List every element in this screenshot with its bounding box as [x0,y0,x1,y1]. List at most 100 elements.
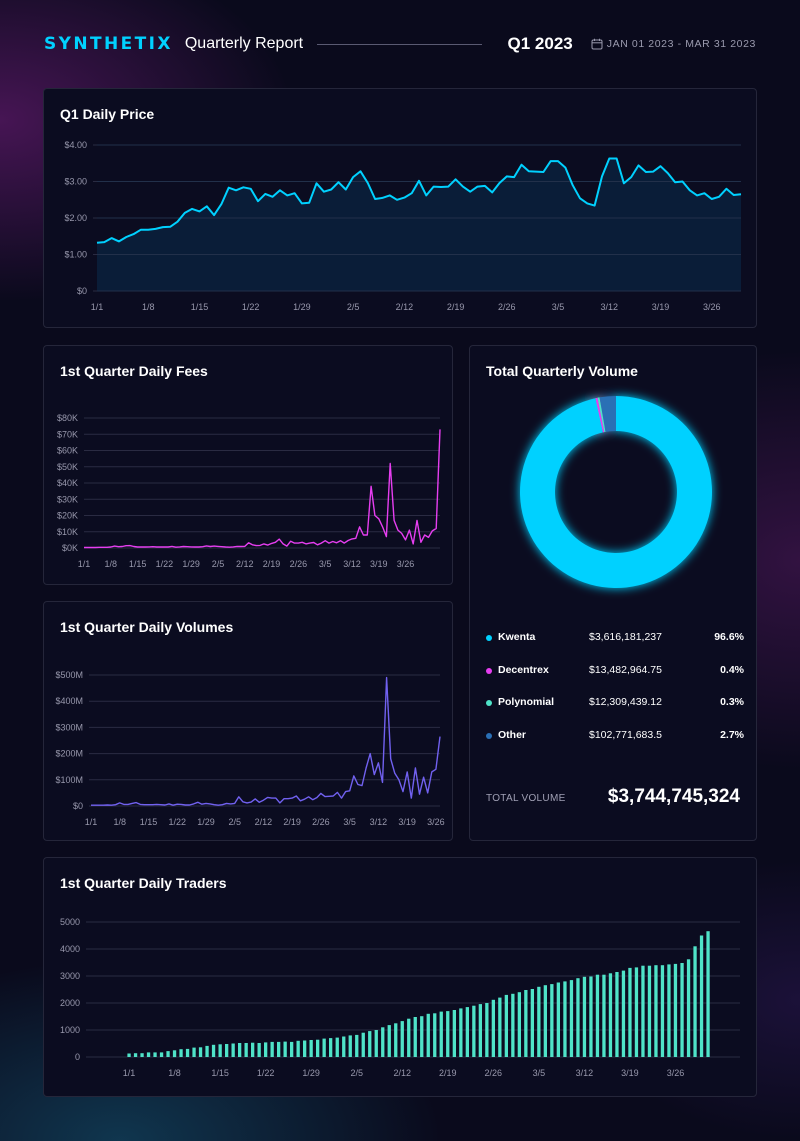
y-tick-label: $300M [55,722,83,732]
volumes-card: 1st Quarter Daily Volumes $0 $100M $200M $3… [43,601,453,841]
traders-bar [706,931,710,1057]
traders-bar [127,1053,131,1057]
x-tick-label: 1/8 [142,302,155,312]
kwenta-dot-icon [486,635,492,641]
x-tick-label: 1/15 [140,817,158,827]
x-tick-label: 2/5 [347,302,360,312]
traders-bar [634,967,639,1057]
x-tick-label: 3/12 [343,559,361,569]
traders-bar [641,965,645,1057]
price-chart-title: Q1 Daily Price [60,106,155,122]
y-tick-label: $400M [55,696,83,706]
traders-bar [485,1003,489,1057]
y-tick-label: $70K [57,429,78,439]
date-range-text: JAN 01 2023 - MAR 31 2023 [606,38,756,50]
y-tick-label: $40K [57,478,78,488]
legend-amount: $13,482,964.75 [589,664,662,676]
traders-bar [270,1041,274,1057]
decentrex-dot-icon [486,668,492,674]
legend-percent: 0.3% [720,696,744,708]
x-tick-label: 2/19 [283,817,301,827]
quarter-label: Q1 2023 [507,34,573,53]
x-tick-label: 2/5 [228,817,241,827]
traders-bar [355,1034,359,1057]
traders-bar [504,994,508,1057]
y-tick-label: $0 [77,286,87,296]
traders-bar [303,1040,307,1057]
y-tick-label: $0K [62,543,78,553]
x-tick-label: 1/15 [129,559,147,569]
traders-bar [446,1011,450,1057]
x-tick-label: 2/5 [212,559,225,569]
traders-bar [686,959,691,1057]
calendar-icon [591,38,603,50]
y-tick-label: 2000 [60,998,80,1008]
traders-bar [238,1043,242,1057]
y-tick-label: 0 [75,1052,80,1062]
total-volume-label: TOTAL VOLUME [486,793,566,804]
volumes-chart: $0 $100M $200M $300M $400M $500M 1/1 1/8 1/15 1/2… [55,670,444,827]
x-tick-label: 2/19 [447,302,465,312]
legend-percent: 2.7% [720,729,744,741]
x-tick-label: 1/8 [168,1068,181,1078]
traders-bar [407,1018,411,1057]
traders-bar [225,1044,229,1057]
x-tick-label: 3/12 [576,1068,594,1078]
traders-bar [550,984,554,1057]
x-tick-label: 3/5 [343,817,356,827]
y-tick-label: $500M [55,670,83,680]
traders-bar [556,982,560,1057]
traders-bar [198,1047,203,1057]
y-tick-label: $80K [57,413,78,423]
traders-bar [140,1053,144,1057]
traders-bar [387,1025,391,1057]
y-tick-label: $3.00 [64,177,87,187]
x-tick-label: 2/26 [290,559,308,569]
traders-bar [283,1041,287,1057]
volume-donut-chart [520,396,712,588]
y-tick-label: $2.00 [64,213,87,223]
traders-bar [290,1041,294,1057]
x-tick-label: 2/19 [263,559,281,569]
traders-bar [348,1035,352,1057]
traders-chart: 0 1000 2000 3000 4000 5000 1/1 1/8 1/15 1/22 1/29 2… [60,917,740,1078]
traders-bar [524,990,528,1057]
y-tick-label: $20K [57,511,78,521]
price-chart: $0 $1.00 $2.00 $3.00 $4.00 1/1 1/8 1/15 1/22 1/29… [64,140,742,312]
x-tick-label: 2/12 [236,559,254,569]
legend-item-other: Other $102,771,683.5 2.7% [486,728,744,744]
traders-bar [621,970,626,1057]
volumes-line [91,676,441,806]
traders-bar [394,1023,398,1058]
y-tick-label: $30K [57,494,78,504]
legend-amount: $102,771,683.5 [589,729,662,741]
traders-bar [433,1013,437,1057]
quarterly-volume-title: Total Quarterly Volume [486,363,638,379]
traders-bar [316,1039,320,1057]
donut-slice-polynomial [597,397,606,433]
y-tick-label: $200M [55,749,83,759]
traders-bar [576,978,580,1057]
legend-name: Kwenta [498,631,536,643]
x-tick-label: 2/26 [485,1068,503,1078]
y-tick-label: 4000 [60,944,80,954]
traders-bar [420,1016,424,1057]
traders-bar [465,1007,469,1057]
traders-bar [660,965,665,1057]
x-tick-label: 3/26 [397,559,415,569]
fees-line [84,429,441,549]
volumes-chart-title: 1st Quarter Daily Volumes [60,619,234,635]
legend-percent: 0.4% [720,664,744,676]
traders-bar [342,1036,346,1057]
x-tick-label: 1/29 [182,559,200,569]
traders-bar [335,1037,339,1057]
y-tick-label: 1000 [60,1025,80,1035]
y-tick-label: $10K [57,527,78,537]
traders-bar [452,1010,456,1057]
legend-item-kwenta: Kwenta $3,616,181,237 96.6% [486,630,744,646]
traders-bar [296,1040,300,1057]
polynomial-dot-icon [486,700,492,706]
traders-bar [413,1017,417,1057]
traders-bar [615,972,619,1057]
donut-slice-decentrex [595,397,605,433]
